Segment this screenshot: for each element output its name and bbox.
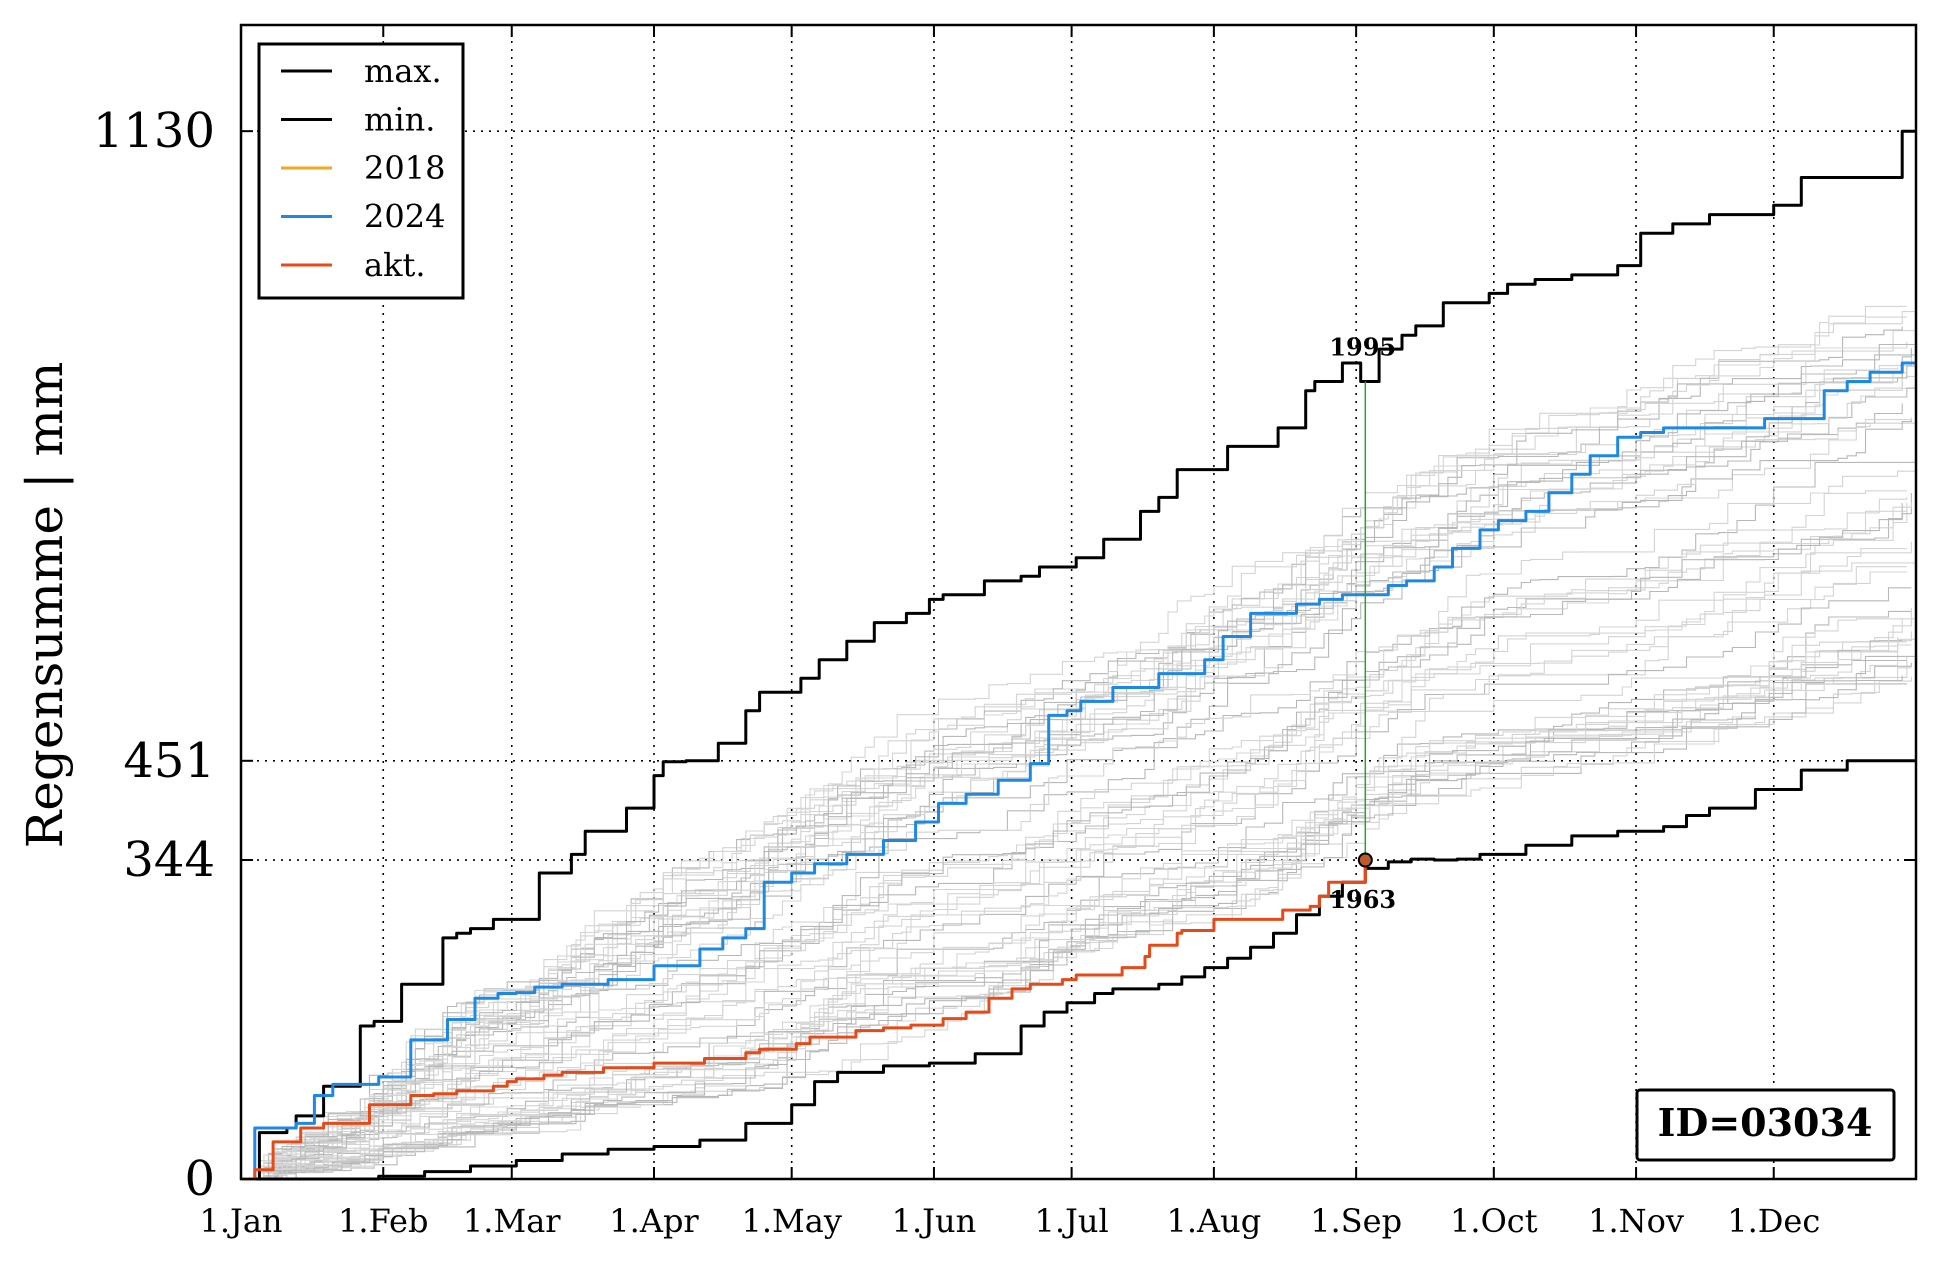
x-tick-label: 1.Mar (463, 1202, 561, 1240)
y-tick-label: 0 (184, 1151, 215, 1207)
historical-year-line (241, 402, 1917, 1180)
historical-year-line (241, 467, 1917, 1180)
series-line-akt (241, 860, 1367, 1181)
historical-year-line (241, 618, 1903, 1180)
historical-year-line (241, 316, 1907, 1180)
annotations: 1995 1963 (1329, 333, 1396, 914)
x-tick-label: 1.Jun (892, 1202, 977, 1240)
series-line-max (241, 129, 1916, 1181)
legend-label: min. (364, 101, 435, 139)
legend-label: max. (364, 52, 442, 90)
historical-year-line (241, 338, 1917, 1180)
historical-year-line (241, 640, 1903, 1180)
historical-year-line (241, 419, 1912, 1180)
historical-year-line (241, 305, 1907, 1180)
historical-year-line (241, 367, 1899, 1180)
historical-year-line (241, 502, 1912, 1180)
min-year-label: 1963 (1329, 885, 1396, 914)
station-id-frame (1635, 1088, 1896, 1162)
station-id-label: ID=03034 (1658, 1100, 1873, 1145)
y-tick-label: 451 (123, 733, 215, 789)
x-tick-label: 1.Jul (1035, 1202, 1109, 1240)
grid (241, 25, 1916, 1179)
historical-year-line (241, 511, 1908, 1180)
historical-year-line (241, 372, 1907, 1180)
historical-year-line (241, 365, 1916, 1180)
legend-box (257, 42, 465, 300)
historical-year-line (241, 403, 1903, 1180)
historical-year-line (241, 655, 1916, 1180)
historical-year-line (241, 541, 1912, 1180)
y-tick-labels: 0 344 451 1130 (93, 103, 215, 1207)
historical-year-line (241, 566, 1907, 1180)
historical-year-line (241, 608, 1912, 1180)
historical-year-line (241, 637, 1899, 1180)
historical-year-line (241, 571, 1907, 1180)
y-tick-label: 344 (123, 832, 215, 888)
historical-year-line (241, 496, 1908, 1180)
historical-year-line (241, 326, 1903, 1180)
plot-frame (239, 23, 1918, 1181)
x-tick-label: 1.Sep (1310, 1202, 1402, 1240)
y-axis-label: Regensumme | mm (16, 362, 74, 849)
x-tick-label: 1.Oct (1450, 1202, 1538, 1240)
historical-year-line (241, 379, 1917, 1180)
max-year-label: 1995 (1329, 333, 1396, 362)
series-line-min (241, 759, 1916, 1181)
legend-label: akt. (364, 246, 426, 284)
series-line-2024 (241, 361, 1916, 1181)
historical-years-lines (241, 305, 1917, 1180)
historical-year-line (241, 638, 1916, 1180)
axis-ticks (240, 25, 1916, 1180)
historical-year-line (241, 458, 1917, 1180)
x-tick-label: 1.Jan (199, 1202, 282, 1240)
legend-items: max. min. 2018 2024 akt. (281, 52, 445, 284)
x-tick-label: 1.Dec (1727, 1202, 1820, 1240)
legend-label: 2024 (364, 198, 445, 236)
historical-year-line (241, 373, 1903, 1180)
historical-year-line (241, 348, 1912, 1180)
x-tick-label: 1.Nov (1588, 1202, 1684, 1240)
x-tick-label: 1.Aug (1167, 1202, 1262, 1240)
series-lines (241, 129, 1916, 1181)
historical-year-line (241, 631, 1912, 1180)
legend-label: 2018 (364, 149, 445, 187)
historical-year-line (241, 341, 1908, 1180)
current-value-marker (1357, 852, 1373, 868)
historical-year-line (241, 667, 1912, 1180)
historical-year-line (241, 417, 1912, 1180)
legend: max. min. 2018 2024 akt. (257, 42, 465, 300)
historical-year-line (241, 641, 1907, 1180)
station-id-box: ID=03034 (1635, 1088, 1896, 1162)
x-tick-labels: 1.Jan 1.Feb 1.Mar 1.Apr 1.May 1.Jun 1.Jul 1.Aug… (199, 1202, 1820, 1240)
y-tick-label: 1130 (93, 103, 215, 159)
x-tick-label: 1.Apr (609, 1202, 699, 1240)
historical-year-line (241, 587, 1912, 1180)
x-tick-label: 1.May (741, 1202, 841, 1240)
historical-year-line (241, 493, 1912, 1180)
historical-year-line (241, 348, 1912, 1180)
historical-year-line (241, 503, 1903, 1180)
historical-year-line (241, 548, 1907, 1180)
historical-year-line (241, 502, 1908, 1180)
x-tick-label: 1.Feb (338, 1202, 428, 1240)
